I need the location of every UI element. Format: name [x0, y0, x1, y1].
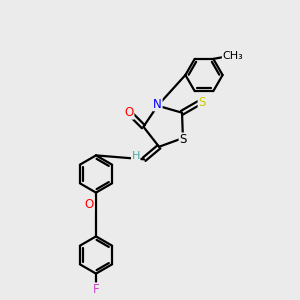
Text: N: N — [153, 98, 162, 111]
Text: S: S — [179, 133, 187, 146]
Text: O: O — [85, 197, 94, 211]
Text: F: F — [93, 283, 99, 296]
Text: S: S — [198, 97, 206, 110]
Text: O: O — [124, 106, 134, 119]
Text: CH₃: CH₃ — [222, 51, 243, 61]
Text: H: H — [131, 151, 140, 161]
